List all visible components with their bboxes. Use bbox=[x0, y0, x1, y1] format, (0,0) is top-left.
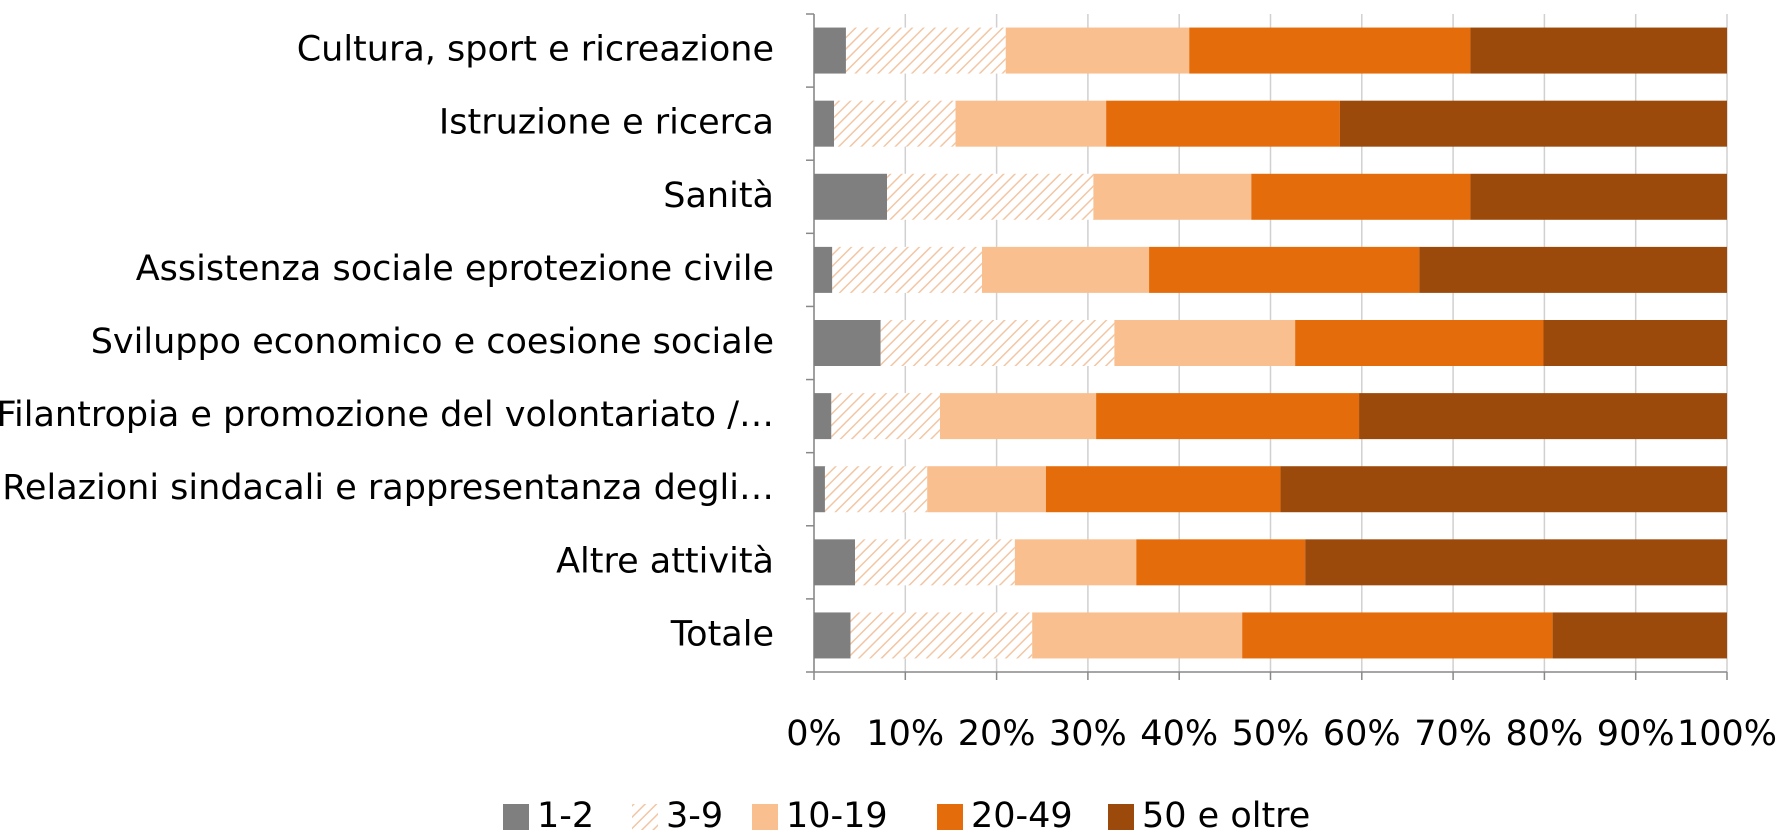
bar-segment bbox=[939, 393, 1097, 440]
x-tick-label: 30% bbox=[1049, 714, 1127, 754]
bar-segment bbox=[1096, 393, 1360, 440]
x-tick-label: 60% bbox=[1323, 714, 1401, 754]
bar-segment bbox=[1189, 27, 1471, 74]
bar-segment bbox=[814, 100, 835, 147]
legend-swatch bbox=[503, 804, 529, 830]
bar-segment bbox=[1014, 539, 1137, 586]
bar-segment bbox=[814, 393, 832, 440]
bar-segment bbox=[1005, 27, 1190, 74]
x-tick-label: 20% bbox=[958, 714, 1036, 754]
legend-label: 50 e oltre bbox=[1142, 796, 1310, 833]
bar-segment bbox=[1114, 320, 1296, 366]
bar-segment bbox=[1305, 539, 1727, 586]
bar-segment bbox=[1093, 173, 1252, 220]
x-tick-label: 100% bbox=[1677, 714, 1777, 754]
legend-swatch bbox=[1108, 804, 1134, 830]
y-tick-label: Istruzione e ricerca bbox=[439, 103, 774, 143]
legend-swatch bbox=[752, 804, 778, 830]
bar-segment bbox=[1032, 612, 1243, 659]
x-tick-label: 40% bbox=[1140, 714, 1218, 754]
bar-segment bbox=[880, 320, 1115, 366]
bar-segment bbox=[832, 246, 982, 293]
y-tick-label: Cultura, sport e ricreazione bbox=[297, 30, 774, 70]
x-tick-label: 0% bbox=[786, 714, 842, 754]
bar-segment bbox=[981, 246, 1150, 293]
legend-label: 3-9 bbox=[666, 796, 723, 833]
legend-label: 1-2 bbox=[537, 796, 594, 833]
legend-swatch bbox=[937, 804, 963, 830]
bar-segment bbox=[814, 246, 833, 293]
y-tick-label: Assistenza sociale eprotezione civile bbox=[136, 249, 774, 289]
bar-segment bbox=[814, 539, 856, 586]
y-tick-label: Totale bbox=[670, 614, 774, 654]
legend-label: 10-19 bbox=[786, 796, 888, 833]
bar-segment bbox=[814, 320, 881, 366]
bar-segment bbox=[834, 100, 956, 147]
legend-swatch bbox=[632, 804, 658, 830]
bar-segment bbox=[850, 612, 1033, 659]
bar-segment bbox=[887, 173, 1094, 220]
x-tick-label: 90% bbox=[1597, 714, 1675, 754]
y-tick-label: Sanità bbox=[663, 176, 774, 216]
bar-segment bbox=[1470, 173, 1727, 220]
bar-segment bbox=[1543, 320, 1727, 366]
bar-segment bbox=[814, 612, 851, 659]
bar-segment bbox=[1295, 320, 1544, 366]
bar-segment bbox=[824, 466, 928, 513]
y-tick-label: Sviluppo economico e coesione sociale bbox=[91, 322, 774, 362]
bar-segment bbox=[1552, 612, 1727, 659]
bar-segment bbox=[831, 393, 940, 440]
legend-label: 20-49 bbox=[971, 796, 1073, 833]
bar-segment bbox=[855, 539, 1015, 586]
y-tick-label: Filantropia e promozione del volontariat… bbox=[0, 395, 774, 435]
bar-segment bbox=[1136, 539, 1306, 586]
bar-segment bbox=[814, 173, 888, 220]
bar-segment bbox=[845, 27, 1006, 74]
bar-segment bbox=[927, 466, 1046, 513]
x-tick-label: 80% bbox=[1506, 714, 1584, 754]
bar-segment bbox=[1280, 466, 1727, 513]
y-tick-label: Relazioni sindacali e rappresentanza deg… bbox=[2, 468, 774, 508]
bar-segment bbox=[1106, 100, 1340, 147]
bar-segment bbox=[1419, 246, 1727, 293]
x-tick-label: 50% bbox=[1232, 714, 1310, 754]
bar-segment bbox=[955, 100, 1107, 147]
y-tick-label: Altre attività bbox=[556, 541, 774, 581]
bar-segment bbox=[1045, 466, 1281, 513]
bar-segment bbox=[814, 466, 825, 513]
bar-segment bbox=[814, 27, 846, 74]
bar-segment bbox=[1359, 393, 1727, 440]
bar-segment bbox=[1470, 27, 1727, 74]
bar-segment bbox=[1149, 246, 1420, 293]
bar-segment bbox=[1251, 173, 1471, 220]
bar-segment bbox=[1242, 612, 1553, 659]
x-tick-label: 10% bbox=[866, 714, 944, 754]
x-tick-label: 70% bbox=[1414, 714, 1492, 754]
bar-segment bbox=[1339, 100, 1727, 147]
